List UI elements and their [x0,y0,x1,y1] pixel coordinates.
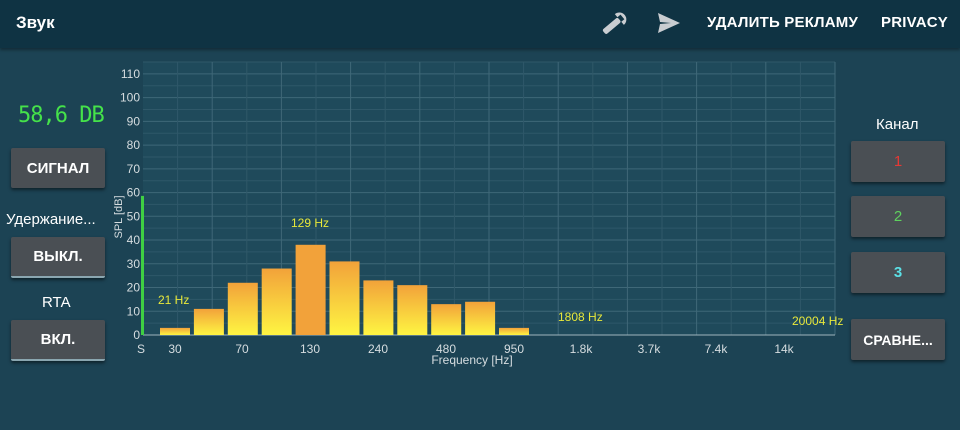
y-tick-label: 90 [127,114,141,128]
spectrum-bar [227,282,258,335]
y-tick-label: 0 [133,328,140,342]
spectrum-bar [465,301,496,335]
peak-frequency-label: 20004 Hz [792,314,843,328]
db-readout: 58,6 DB [18,103,105,128]
y-tick-label: 100 [120,91,140,105]
chart-bars [160,244,529,335]
x-axis-label: Frequency [Hz] [431,353,512,367]
y-tick-label: 70 [127,162,141,176]
spectrum-bar [329,261,360,335]
y-tick-label: 80 [127,138,141,152]
channel-3-button[interactable]: 3 [851,252,945,293]
x-tick-label: S [137,342,145,356]
channel-label: Канал [876,116,919,133]
channel-2-button[interactable]: 2 [851,196,945,237]
y-tick-label: 10 [127,304,141,318]
spectrum-bar [193,308,224,335]
x-tick-label: 14k [774,342,794,356]
peak-frequency-label: 129 Hz [291,216,329,230]
privacy-button[interactable]: PRIVACY [881,14,948,31]
x-tick-label: 7.4k [705,342,729,356]
send-icon[interactable] [656,11,682,35]
rta-label: RTA [42,294,71,311]
app-title: Звук [16,13,55,32]
y-tick-label: 20 [127,281,141,295]
x-tick-label: 3.7k [638,342,662,356]
spectrum-bar [160,327,190,335]
remove-ads-button[interactable]: УДАЛИТЬ РЕКЛАМУ [707,14,859,31]
x-tick-label: 240 [368,342,388,356]
x-tick-label: 70 [235,342,249,356]
x-tick-label: 950 [504,342,524,356]
peak-frequency-label: 21 Hz [158,293,189,307]
spectrum-bar [261,268,292,335]
peak-labels: 21 Hz 129 Hz 1808 Hz 20004 Hz [158,216,843,328]
hold-button[interactable]: ВЫКЛ. [11,237,105,278]
y-tick-label: 50 [127,209,141,223]
channel-1-button[interactable]: 1 [851,141,945,182]
chart-ticks: 0 10 20 30 40 50 60 70 80 90 100 110 S 30 70 130 240 480 9… [120,67,795,356]
y-axis-label: SPL [dB] [113,195,125,238]
y-tick-label: 60 [127,186,141,200]
compare-button[interactable]: СРАВНЕ... [851,319,945,360]
spectrum-bar [397,285,428,335]
x-tick-label: 30 [168,342,182,356]
x-tick-label: 130 [300,342,320,356]
wrench-icon[interactable] [597,8,631,40]
y-tick-label: 110 [121,67,140,81]
signal-button[interactable]: СИГНАЛ [11,148,105,188]
y-tick-label: 40 [127,233,141,247]
spectrum-bar [431,304,462,335]
chart-grid [143,61,836,336]
hold-label: Удержание... [6,211,96,228]
top-app-bar: Звук УДАЛИТЬ РЕКЛАМУ PRIVACY [0,0,960,48]
rta-button[interactable]: ВКЛ. [11,320,105,361]
spectrum-bar [295,244,326,335]
level-meter-bar [141,195,144,335]
x-tick-label: 480 [436,342,456,356]
y-tick-label: 30 [127,257,141,271]
spectrum-bar [363,280,394,335]
x-tick-label: 1.8k [570,342,594,356]
spectrum-bar [499,327,529,335]
peak-frequency-label: 1808 Hz [558,310,603,324]
